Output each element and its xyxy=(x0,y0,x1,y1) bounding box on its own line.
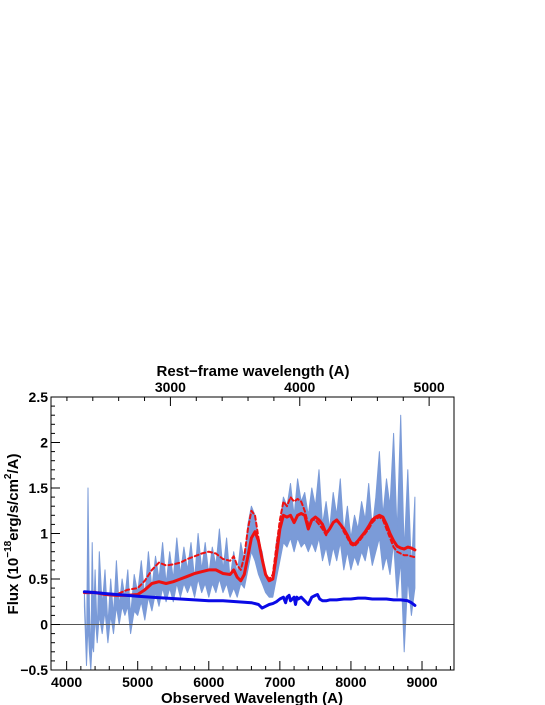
y-tick-label: −0.5 xyxy=(20,662,48,678)
x-tick-label: 7000 xyxy=(264,674,295,690)
y-tick-label: 2.5 xyxy=(29,389,49,405)
x-tick-label: 4000 xyxy=(51,674,82,690)
y-axis-title-part2: erg/s/cm xyxy=(5,479,22,541)
ticks-layer: 4000 5000 6000 7000 8000 9000 −0.5 0 0.5 1 1.5 2 2.5… xyxy=(20,379,451,690)
y-axis-title-exp: −18 xyxy=(3,540,14,557)
y-tick-label: 0.5 xyxy=(29,571,49,587)
y-tick-label: 2 xyxy=(40,435,48,451)
y-tick-label: 0 xyxy=(40,617,48,633)
top-tick-label: 5000 xyxy=(414,379,445,395)
y-axis-title-part3: /A) xyxy=(5,454,22,474)
series-error_spectrum xyxy=(82,590,417,610)
y-tick-label: 1 xyxy=(40,526,48,542)
top-tick-label: 4000 xyxy=(284,379,315,395)
x-axis-title: Observed Wavelength (A) xyxy=(161,690,343,705)
top-axis-title: Rest−frame wavelength (A) xyxy=(157,363,350,380)
y-axis-title-part1: Flux (10 xyxy=(5,558,22,615)
x-tick-label: 6000 xyxy=(193,674,224,690)
y-axis-title: Flux (10−18erg/s/cm2/A) xyxy=(3,454,22,615)
series-model_solid xyxy=(82,512,417,597)
series-layer xyxy=(82,414,417,670)
x-tick-label: 9000 xyxy=(406,674,437,690)
top-tick-label: 3000 xyxy=(155,379,186,395)
y-tick-label: 1.5 xyxy=(29,480,49,496)
x-tick-label: 8000 xyxy=(335,674,366,690)
series-model_dotted xyxy=(83,496,416,596)
y-axis-title-exp2: 2 xyxy=(3,473,14,479)
x-tick-label: 5000 xyxy=(122,674,153,690)
